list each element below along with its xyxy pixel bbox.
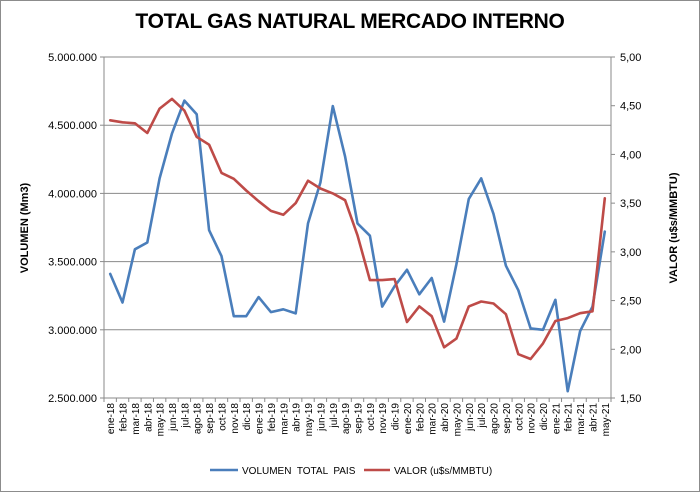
y-right-tick-label: 2,00 xyxy=(620,344,641,356)
x-tick-label: ene-19 xyxy=(255,403,266,435)
x-tick-label: ene-20 xyxy=(403,403,414,435)
x-tick-label: nov-18 xyxy=(230,403,241,434)
y-right-tick-label: 4,00 xyxy=(620,149,641,161)
x-tick-label: mar-18 xyxy=(131,403,142,435)
y-right-tick-label: 5,00 xyxy=(620,52,641,64)
series-lines xyxy=(108,97,607,393)
y-axis-right-label: VALOR (u$s/MMBTU) xyxy=(668,172,680,283)
x-tick-label: may-19 xyxy=(304,403,315,437)
legend: VOLUMEN TOTAL PAIS VALOR (u$s/MMBTU) xyxy=(210,466,492,477)
x-tick-label: mar-20 xyxy=(428,403,439,435)
x-tick-label: oct-18 xyxy=(217,403,228,431)
x-axis-ticks: ene-18 feb-18 mar-18 abr-18 may-18 jun-18 jul-… xyxy=(103,398,612,437)
y-left-tick-label: 3.000.000 xyxy=(48,325,97,337)
series-line-valor xyxy=(108,97,607,361)
x-tick-label: ago-19 xyxy=(341,403,352,435)
x-tick-label: jun-18 xyxy=(168,403,179,432)
x-tick-label: dic-20 xyxy=(539,403,550,431)
y-axis-left-label: VOLUMEN (Mm3) xyxy=(19,182,31,273)
x-tick-label: abr-19 xyxy=(292,403,303,432)
x-tick-label: nov-20 xyxy=(527,403,538,434)
y-right-tick-label: 3,00 xyxy=(620,247,641,259)
x-tick-label: sep-20 xyxy=(502,403,513,434)
x-tick-label: mar-21 xyxy=(576,403,587,435)
y-left-tick-label: 4.500.000 xyxy=(48,120,97,132)
y-left-tick-label: 2.500.000 xyxy=(48,393,97,405)
x-tick-label: jun-20 xyxy=(465,403,476,432)
x-tick-label: jul-18 xyxy=(180,403,191,429)
x-tick-label: may-21 xyxy=(601,403,612,437)
x-tick-label: ene-21 xyxy=(551,403,562,435)
y-right-tick-label: 1,50 xyxy=(620,393,641,405)
x-tick-label: may-18 xyxy=(156,403,167,437)
x-tick-label: feb-20 xyxy=(415,403,426,432)
y-left-tick-label: 5.000.000 xyxy=(48,52,97,64)
y-axis-left-ticks: 2.500.000 3.000.000 3.500.000 4.000.000 4.50… xyxy=(48,52,104,405)
legend-label-volumen: VOLUMEN TOTAL PAIS xyxy=(242,466,356,477)
x-tick-label: abr-18 xyxy=(143,403,154,432)
x-tick-label: oct-20 xyxy=(514,403,525,431)
y-right-tick-label: 2,50 xyxy=(620,296,641,308)
y-left-tick-label: 4.000.000 xyxy=(48,188,97,200)
y-axis-right-ticks: 1,50 2,00 2,50 3,00 3,50 4,00 4,50 5,00 xyxy=(611,52,641,405)
x-tick-label: feb-18 xyxy=(119,403,130,432)
x-tick-label: abr-20 xyxy=(440,403,451,432)
x-tick-label: jul-20 xyxy=(477,403,488,429)
axes xyxy=(103,57,612,399)
series-line-volumen xyxy=(108,99,607,393)
x-tick-label: feb-21 xyxy=(564,403,575,432)
x-tick-label: may-20 xyxy=(452,403,463,437)
x-tick-label: nov-19 xyxy=(378,403,389,434)
y-right-tick-label: 3,50 xyxy=(620,198,641,210)
x-tick-label: dic-19 xyxy=(391,403,402,431)
y-right-tick-label: 4,50 xyxy=(620,101,641,113)
x-tick-label: abr-21 xyxy=(588,403,599,432)
x-tick-label: feb-19 xyxy=(267,403,278,432)
x-tick-label: ago-18 xyxy=(193,403,204,435)
x-tick-label: sep-19 xyxy=(354,403,365,434)
x-tick-label: dic-18 xyxy=(242,403,253,431)
y-left-tick-label: 3.500.000 xyxy=(48,257,97,269)
x-tick-label: jun-19 xyxy=(316,403,327,432)
x-tick-label: jul-19 xyxy=(329,403,340,429)
x-tick-label: mar-19 xyxy=(279,403,290,435)
x-tick-label: ene-18 xyxy=(106,403,117,435)
chart-title: TOTAL GAS NATURAL MERCADO INTERNO xyxy=(135,10,565,33)
legend-label-valor: VALOR (u$s/MMBTU) xyxy=(394,466,492,477)
x-tick-label: sep-18 xyxy=(205,403,216,434)
x-tick-label: oct-19 xyxy=(366,403,377,431)
x-tick-label: ago-20 xyxy=(490,403,501,435)
